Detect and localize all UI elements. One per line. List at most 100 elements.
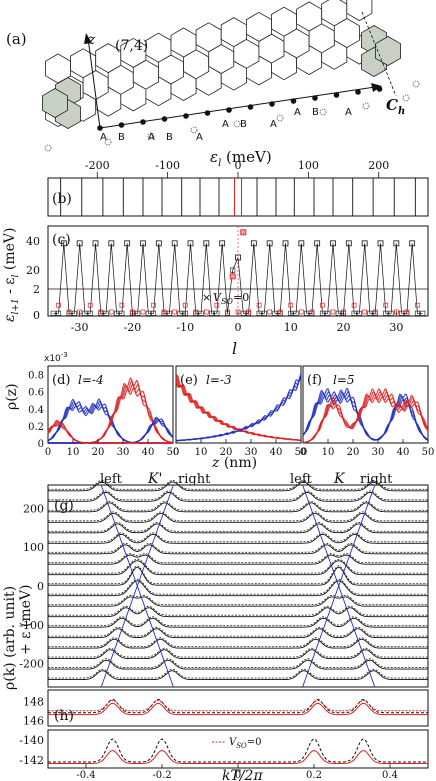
g-density-curve [48,491,428,502]
def-xtick-label: 10 [67,447,80,458]
boundary-dashed [361,11,397,97]
c-red-square [66,309,72,315]
g-density-curve [48,649,428,660]
g-valley-kp: K' [147,471,162,487]
panel-b-label: (b) [52,191,72,207]
c-legend-marker: × [202,291,211,304]
c-red-square [351,302,357,308]
c-spacing-line [53,243,423,314]
atom-label: A [100,132,107,143]
c-tick-label: -10 [176,321,194,334]
panel-c-ticks: -30 -20 -10 0 10 20 30 [71,311,403,334]
c-square [166,310,172,316]
c-red-square [130,309,135,315]
g-density-curve [48,544,428,555]
c-square [92,240,99,247]
def-xtick-label: 0 [173,447,179,458]
g-density-curve [48,628,428,639]
def-xtick-label: 40 [270,447,283,458]
ch-vector-line [99,86,376,129]
c-red-square [341,309,346,315]
g-density-curve [48,659,428,670]
atom-dot [355,89,361,95]
c-square [214,310,220,316]
atom-open [44,144,52,152]
c-square [298,240,305,247]
panel-g-label: (g) [54,498,74,514]
atom-label: B [240,119,247,130]
c-square [256,310,262,316]
c-ytick-20: 20 [26,264,40,277]
panel-g-curves [48,479,428,681]
g-density-curve [48,521,428,532]
c-square [314,240,321,247]
atom-label: B [312,107,319,118]
c-red-square [372,309,378,315]
bottom-tick-label: 0 [235,770,241,781]
g-valley-k: K [333,471,346,487]
h-ytick-label: -142 [19,754,44,767]
def-ytick-label: 0.8 [28,371,44,382]
atom-label: B [166,132,173,143]
g-ytick-label: 100 [23,541,44,554]
c-square [361,240,368,247]
g-ytick-label: 0 [37,580,44,593]
def-xtick-label: 20 [220,447,233,458]
c-tick-label: 10 [284,321,298,334]
c-square [203,240,210,247]
c-square [319,310,325,316]
atom-open [233,120,241,128]
def-xtick-label: 50 [167,447,180,458]
c-ytick-2: 2 [33,283,40,296]
panel-h-curves [48,698,428,764]
c-red-peak [229,273,236,280]
atom-open [104,138,112,146]
g-ytick-label: 200 [23,502,44,515]
g-density-curve [48,565,428,585]
g-left-k: left [290,472,313,487]
density-curve-red [175,380,302,441]
g-density-curve [48,670,428,681]
g-ytick-label: -100 [19,619,44,632]
c-square [261,310,267,316]
c-square [140,240,146,247]
atom-label: B [118,132,125,143]
b-tick-label: 100 [298,159,319,172]
def-xtick-label: 40 [397,447,410,458]
def-xtick-label: 50 [295,447,308,458]
g-density-curve [48,594,428,606]
c-square [230,267,236,273]
c-square [293,310,299,316]
density-curve [302,387,429,444]
c-square [155,240,162,247]
c-square [420,310,426,316]
c-tick-label: 0 [235,321,242,334]
z-axis-line [87,37,101,129]
c-tick-label: 20 [337,321,351,334]
c-square [399,310,405,316]
g-density-curve [48,638,428,649]
def-scale: x10-3 [44,351,68,364]
g-density-curve [48,558,428,574]
atom-open [276,114,284,122]
c-tick-label: -30 [71,321,89,334]
z-axis-label: z [87,32,96,48]
g-density-curve [48,554,428,565]
c-red-square [98,309,104,315]
panel-c-legend: × VSO=0 [202,291,249,306]
bottom-xlabel: kT/2π [222,768,263,781]
def-ytick-label: 0 [38,439,44,450]
panel-f: 0 10 20 30 40 50 (f) l=5 [300,365,434,458]
def-panel-label: (d) [52,373,70,388]
c-square [304,310,310,316]
c-square [145,310,151,316]
c-red-square [246,309,251,315]
def-l-label: l=-4 [78,373,104,387]
panel-h-upper-frame [47,689,429,727]
hexagon [346,0,373,22]
c-square [266,240,273,247]
c-square [345,240,352,247]
g-density-curve [48,617,428,628]
chirality-label: (7,4) [115,38,148,54]
atom-open [190,126,198,134]
